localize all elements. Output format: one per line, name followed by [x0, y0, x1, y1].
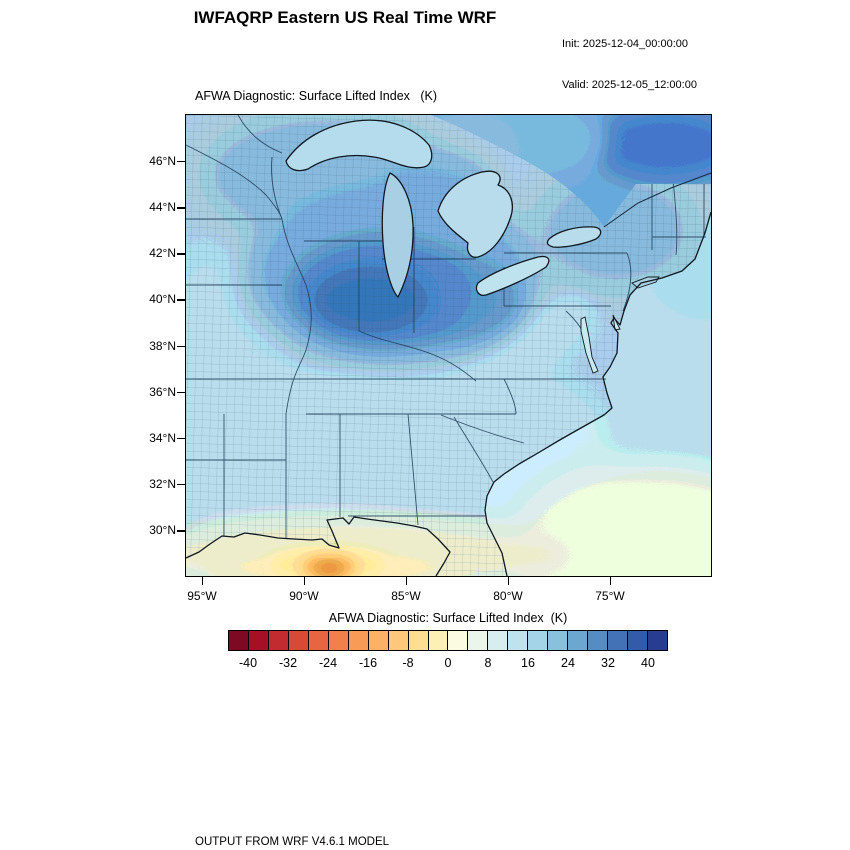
- colorbar-cell: [348, 631, 369, 650]
- chesapeake-bay: [580, 316, 599, 374]
- lon-tick-label: 80°W: [493, 589, 523, 603]
- lon-tick-label: 90°W: [289, 589, 319, 603]
- lon-tickmark: [304, 577, 306, 585]
- colorbar-tick-label: -16: [358, 656, 378, 670]
- colorbar-tick-label: 32: [601, 656, 615, 670]
- lat-tickmark: [177, 437, 185, 440]
- colorbar-cell: [568, 631, 589, 650]
- lat-tickmark: [177, 530, 185, 532]
- init-time-label: Init: 2025-12-04_00:00:00: [562, 38, 688, 50]
- colorbar-tick-label: 0: [444, 656, 452, 670]
- page-title: IWFAQRP Eastern US Real Time WRF: [193, 8, 497, 27]
- colorbar-cell: [548, 631, 569, 650]
- lat-tickmark: [177, 207, 185, 209]
- colorbar-cell: [229, 631, 249, 650]
- colorbar-tick-label: 40: [641, 656, 655, 670]
- lat-tick-label: 40°N: [149, 292, 176, 307]
- colorbar-cell: [588, 631, 609, 650]
- lon-tickmark: [508, 577, 510, 585]
- map-frame: [185, 114, 712, 577]
- longitude-axis: 95°W 90°W 85°W 80°W 75°W: [185, 577, 710, 607]
- colorbar-cell: [268, 631, 289, 650]
- lat-tickmark: [177, 484, 185, 486]
- map-title: AFWA Diagnostic: Surface Lifted Index (K…: [195, 89, 437, 103]
- colorbar-tick-label: 24: [561, 656, 575, 670]
- great-lakes: [285, 119, 602, 298]
- model-info-footer: OUTPUT FROM WRF V4.6.1 MODEL WE = 310 ; …: [195, 807, 628, 850]
- colorbar-cell: [648, 631, 667, 650]
- colorbar-cell: [368, 631, 389, 650]
- lake-huron: [437, 170, 513, 258]
- lat-tick-label: 32°N: [149, 477, 176, 492]
- lat-tickmark: [177, 345, 185, 347]
- colorbar-cell: [508, 631, 529, 650]
- colorbar-tick-label: -40: [238, 656, 258, 670]
- state-boundaries: [186, 115, 706, 539]
- lat-tick-label: 36°N: [149, 384, 176, 399]
- lat-tickmark: [177, 299, 185, 301]
- lake-ontario: [546, 226, 602, 248]
- colorbar-cell: [248, 631, 269, 650]
- lat-tick-label: 30°N: [149, 523, 176, 538]
- lake-michigan: [381, 172, 414, 298]
- lon-tickmark: [610, 577, 612, 585]
- lon-tickmark: [406, 577, 408, 585]
- colorbar-tick-label: -24: [318, 656, 338, 670]
- colorbar-cell: [448, 631, 469, 650]
- lat-tick-label: 44°N: [149, 200, 176, 215]
- colorbar-cell: [308, 631, 329, 650]
- lat-tick-label: 34°N: [149, 430, 176, 445]
- lon-tick-label: 75°W: [595, 589, 625, 603]
- colorbar-cell: [608, 631, 629, 650]
- valid-time-label: Valid: 2025-12-05_12:00:00: [562, 78, 697, 91]
- colorbar-tick-label: 8: [484, 656, 492, 670]
- lat-tickmark: [177, 161, 185, 163]
- colorbar-cell: [408, 631, 429, 650]
- colorbar-cell: [468, 631, 489, 650]
- model-version-text: OUTPUT FROM WRF V4.6.1 MODEL: [195, 836, 390, 848]
- lat-tickmark: [177, 253, 185, 255]
- colorbar-cell: [388, 631, 409, 650]
- lake-erie: [475, 255, 550, 296]
- colorbar: [228, 630, 668, 651]
- colorbar-cell: [288, 631, 309, 650]
- colorbar-labels: -40 -32 -24 -16 -8 0 8 16 24 32 40: [228, 656, 668, 672]
- lon-tick-label: 95°W: [187, 589, 217, 603]
- lat-tick-label: 46°N: [149, 154, 176, 168]
- colorbar-tick-label: -32: [278, 656, 298, 670]
- colorbar-tick-label: -8: [402, 656, 414, 670]
- lat-tick-label: 38°N: [149, 338, 176, 353]
- coastline: [186, 211, 711, 576]
- lon-tickmark: [202, 577, 204, 585]
- latitude-axis: 46°N 44°N 42°N 40°N 38°N 36°N 34°N 32°N 30°N: [0, 114, 185, 575]
- colorbar-cell: [328, 631, 349, 650]
- colorbar-cell: [428, 631, 449, 650]
- lon-tick-label: 85°W: [391, 589, 421, 603]
- lake-superior: [285, 119, 433, 172]
- colorbar-cell: [628, 631, 649, 650]
- colorbar-cell: [528, 631, 549, 650]
- us-canada-border: [603, 172, 711, 228]
- lat-tickmark: [177, 391, 185, 394]
- colorbar-tick-label: 16: [521, 656, 535, 670]
- lat-tick-label: 42°N: [149, 246, 176, 261]
- colorbar-title: AFWA Diagnostic: Surface Lifted Index (K…: [328, 611, 568, 625]
- colorbar-cell: [488, 631, 509, 650]
- run-times: Init: 2025-12-04_00:00:00 Valid: 2025-12…: [562, 11, 697, 119]
- map-svg: [186, 115, 711, 576]
